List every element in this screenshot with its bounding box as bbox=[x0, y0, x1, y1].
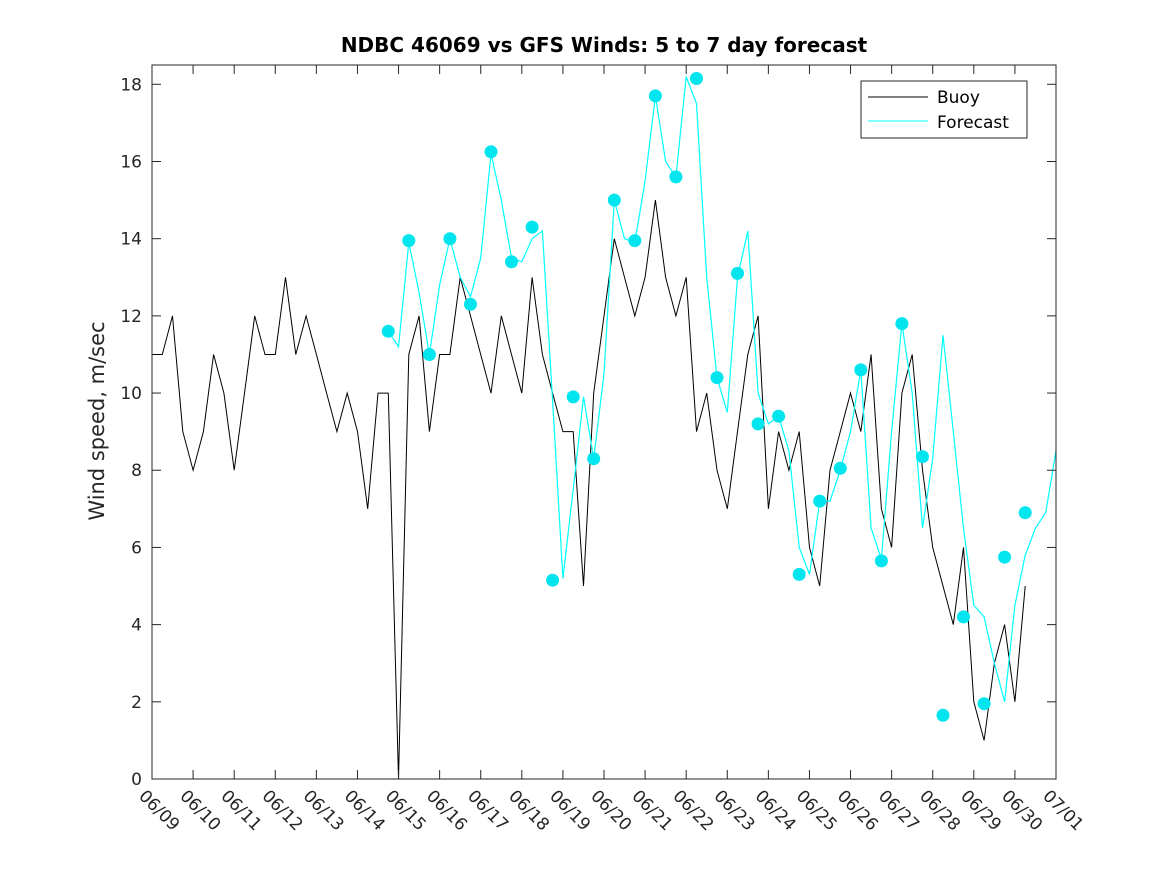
forecast-marker bbox=[854, 363, 868, 377]
forecast-marker bbox=[464, 297, 477, 311]
y-tick-label: 8 bbox=[131, 461, 142, 481]
forecast-marker bbox=[566, 390, 580, 404]
y-tick-label: 14 bbox=[120, 230, 142, 250]
forecast-marker bbox=[772, 409, 786, 423]
plot-area bbox=[152, 72, 1057, 780]
legend-box bbox=[860, 80, 1028, 139]
y-tick-label: 0 bbox=[131, 770, 142, 790]
y-axis-label: Wind speed, m/sec bbox=[85, 321, 109, 520]
forecast-marker bbox=[484, 145, 498, 159]
forecast-marker bbox=[587, 452, 601, 466]
forecast-marker bbox=[628, 234, 642, 248]
legend-buoy-label: Buoy bbox=[937, 88, 980, 108]
forecast-marker bbox=[422, 348, 436, 361]
y-tick-label: 18 bbox=[120, 75, 142, 95]
forecast-marker bbox=[936, 708, 950, 722]
y-tick-label: 6 bbox=[131, 538, 142, 558]
series-forecast-line bbox=[387, 76, 1057, 702]
forecast-marker bbox=[792, 567, 806, 581]
forecast-marker bbox=[731, 266, 744, 280]
forecast-marker bbox=[690, 72, 703, 85]
legend: Buoy Forecast bbox=[860, 80, 1028, 139]
y-tick-label: 16 bbox=[120, 152, 142, 172]
forecast-marker bbox=[525, 220, 539, 234]
forecast-marker bbox=[607, 193, 621, 207]
forecast-marker bbox=[381, 324, 395, 338]
forecast-marker bbox=[443, 232, 457, 246]
chart-title: NDBC 46069 vs GFS Winds: 5 to 7 day fore… bbox=[341, 33, 868, 57]
forecast-marker bbox=[1018, 506, 1032, 520]
legend-forecast-label: Forecast bbox=[937, 113, 1009, 133]
forecast-marker bbox=[751, 417, 765, 431]
forecast-marker bbox=[546, 573, 560, 587]
forecast-marker bbox=[402, 234, 416, 248]
forecast-marker bbox=[957, 610, 970, 624]
series-buoy-line bbox=[152, 200, 1026, 780]
forecast-marker bbox=[874, 554, 888, 568]
forecast-marker bbox=[505, 255, 518, 269]
y-tick-label: 2 bbox=[131, 693, 142, 713]
forecast-marker bbox=[998, 550, 1012, 564]
forecast-marker bbox=[813, 494, 827, 508]
y-tick-label: 4 bbox=[131, 616, 142, 636]
y-tick-label: 10 bbox=[120, 384, 142, 404]
forecast-marker bbox=[916, 450, 929, 464]
y-tick-label: 12 bbox=[120, 307, 142, 327]
forecast-marker bbox=[669, 170, 683, 184]
forecast-marker bbox=[648, 89, 662, 103]
forecast-marker bbox=[833, 461, 847, 475]
forecast-marker bbox=[710, 371, 724, 385]
forecast-marker bbox=[895, 317, 909, 331]
forecast-marker bbox=[977, 697, 991, 711]
